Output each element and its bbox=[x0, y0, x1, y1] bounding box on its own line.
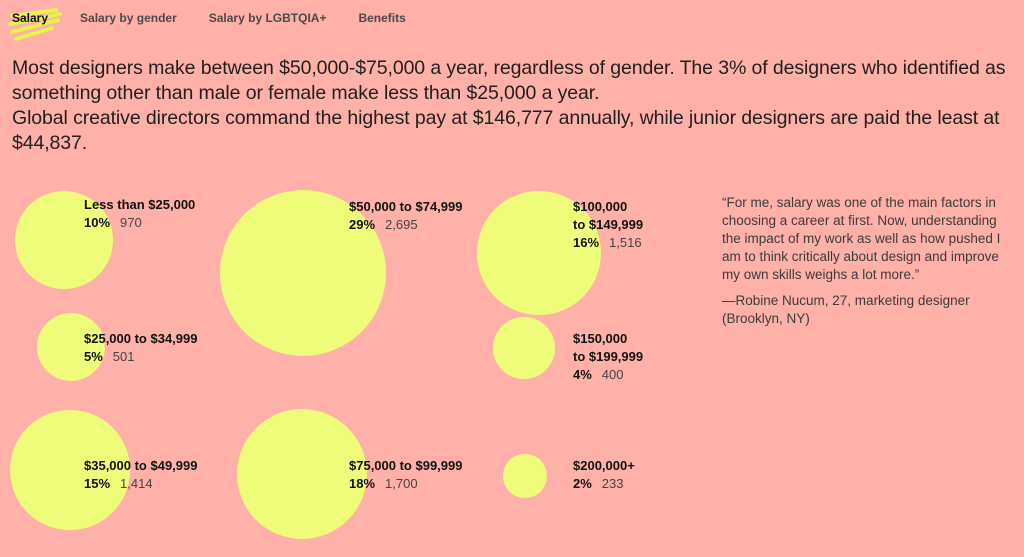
salary-bubble-label: $50,000 to $74,999 29% 2,695 bbox=[349, 198, 462, 234]
salary-range-label: $75,000 to $99,999 bbox=[349, 458, 463, 473]
tab-benefits[interactable]: Benefits bbox=[358, 11, 406, 25]
tab-bar: Salary Salary by gender Salary by LGBTQI… bbox=[12, 11, 438, 25]
salary-count-label: 1,414 bbox=[120, 476, 153, 491]
intro-line-2: Global creative directors command the hi… bbox=[12, 107, 1000, 154]
salary-range-label: $35,000 to $49,999 bbox=[84, 458, 198, 473]
salary-bubble bbox=[236, 408, 368, 540]
salary-bubble bbox=[503, 454, 547, 498]
salary-range-label: $100,000 to $149,999 bbox=[573, 199, 644, 232]
salary-percent-label: 15% bbox=[84, 476, 111, 491]
salary-percent-label: 4% bbox=[573, 367, 592, 382]
salary-range-label: $25,000 to $34,999 bbox=[84, 331, 198, 346]
salary-bubble bbox=[220, 190, 386, 356]
salary-count-label: 233 bbox=[601, 476, 624, 491]
salary-bubble-label: Less than $25,000 10% 970 bbox=[84, 196, 195, 232]
salary-bubble-label: $35,000 to $49,999 15% 1,414 bbox=[84, 457, 197, 493]
designer-quote: “For me, salary was one of the main fact… bbox=[722, 194, 1002, 328]
salary-percent-label: 2% bbox=[573, 476, 592, 491]
salary-bubble bbox=[493, 317, 555, 379]
intro-line-1: Most designers make between $50,000-$75,… bbox=[12, 57, 1006, 104]
salary-range-label: $200,000+ bbox=[573, 458, 635, 473]
salary-bubble-label: $200,000+ 2% 233 bbox=[573, 457, 635, 493]
salary-count-label: 501 bbox=[112, 349, 135, 364]
tab-salary-by-lgbtqia[interactable]: Salary by LGBTQIA+ bbox=[208, 11, 327, 25]
salary-range-label: $50,000 to $74,999 bbox=[349, 199, 463, 214]
salary-percent-label: 18% bbox=[349, 476, 376, 491]
salary-bubble-label: $150,000 to $199,999 4% 400 bbox=[573, 330, 643, 384]
salary-count-label: 970 bbox=[120, 215, 142, 230]
quote-attribution: —Robine Nucum, 27, marketing designer (B… bbox=[722, 293, 970, 326]
tab-salary-by-gender[interactable]: Salary by gender bbox=[80, 11, 177, 25]
salary-bubble bbox=[15, 191, 113, 289]
salary-percent-label: 5% bbox=[84, 349, 103, 364]
salary-count-label: 2,695 bbox=[385, 217, 418, 232]
salary-count-label: 1,516 bbox=[609, 235, 642, 250]
salary-range-label: $150,000 to $199,999 bbox=[573, 331, 644, 364]
tab-salary[interactable]: Salary bbox=[12, 11, 49, 25]
salary-count-label: 1,700 bbox=[385, 476, 418, 491]
salary-bubble-label: $75,000 to $99,999 18% 1,700 bbox=[349, 457, 462, 493]
salary-count-label: 400 bbox=[601, 367, 624, 382]
salary-bubble bbox=[10, 410, 130, 530]
intro-text: Most designers make between $50,000-$75,… bbox=[12, 56, 1022, 156]
salary-percent-label: 29% bbox=[349, 217, 376, 232]
salary-bubble bbox=[477, 191, 601, 315]
quote-text: “For me, salary was one of the main fact… bbox=[722, 195, 1001, 282]
salary-range-label: Less than $25,000 bbox=[84, 197, 196, 212]
salary-percent-label: 10% bbox=[84, 215, 111, 230]
salary-percent-label: 16% bbox=[573, 235, 600, 250]
salary-bubble-label: $25,000 to $34,999 5% 501 bbox=[84, 330, 197, 366]
salary-bubble bbox=[36, 312, 106, 382]
salary-bubble-label: $100,000 to $149,999 16% 1,516 bbox=[573, 198, 643, 252]
